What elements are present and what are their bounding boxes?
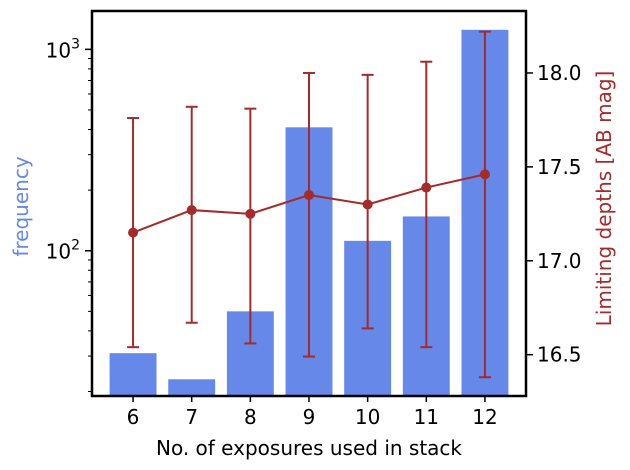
right-tick-label-18.0: 18.0: [537, 61, 582, 85]
depth-point-12: [479, 169, 490, 180]
x-tick-label-12: 12: [472, 405, 497, 429]
left-axis-label: frequency: [9, 156, 33, 256]
depth-point-10: [362, 199, 373, 210]
x-tick-label-10: 10: [355, 405, 380, 429]
x-tick-label-7: 7: [185, 405, 198, 429]
depth-point-8: [245, 208, 256, 219]
x-tick-label-8: 8: [244, 405, 257, 429]
right-tick-label-17.5: 17.5: [537, 155, 582, 179]
line-layer: [128, 169, 490, 238]
right-tick-label-17.0: 17.0: [537, 249, 582, 273]
depth-point-6: [128, 227, 139, 238]
right-axis-ticks: 16.5 17.0 17.5 18.0: [526, 61, 582, 367]
x-tick-label-11: 11: [414, 405, 439, 429]
bar-6: [109, 353, 157, 396]
left-axis-ticks: 102 103: [46, 36, 92, 393]
x-tick-label-6: 6: [127, 405, 140, 429]
depth-point-7: [186, 205, 197, 216]
right-tick-label-16.5: 16.5: [537, 343, 582, 367]
depth-point-9: [304, 190, 314, 201]
depth-point-11: [421, 182, 432, 193]
x-tick-label-9: 9: [303, 405, 316, 429]
left-tick-label-10^2: 102: [46, 238, 80, 264]
x-axis-label: No. of exposures used in stack: [156, 436, 462, 460]
bar-7: [168, 379, 216, 396]
left-tick-label-10^3: 103: [46, 36, 80, 62]
x-ticks: 6 7 8 9 10 11 12: [127, 396, 498, 429]
right-axis-label: Limiting depths [AB mag]: [592, 71, 616, 327]
